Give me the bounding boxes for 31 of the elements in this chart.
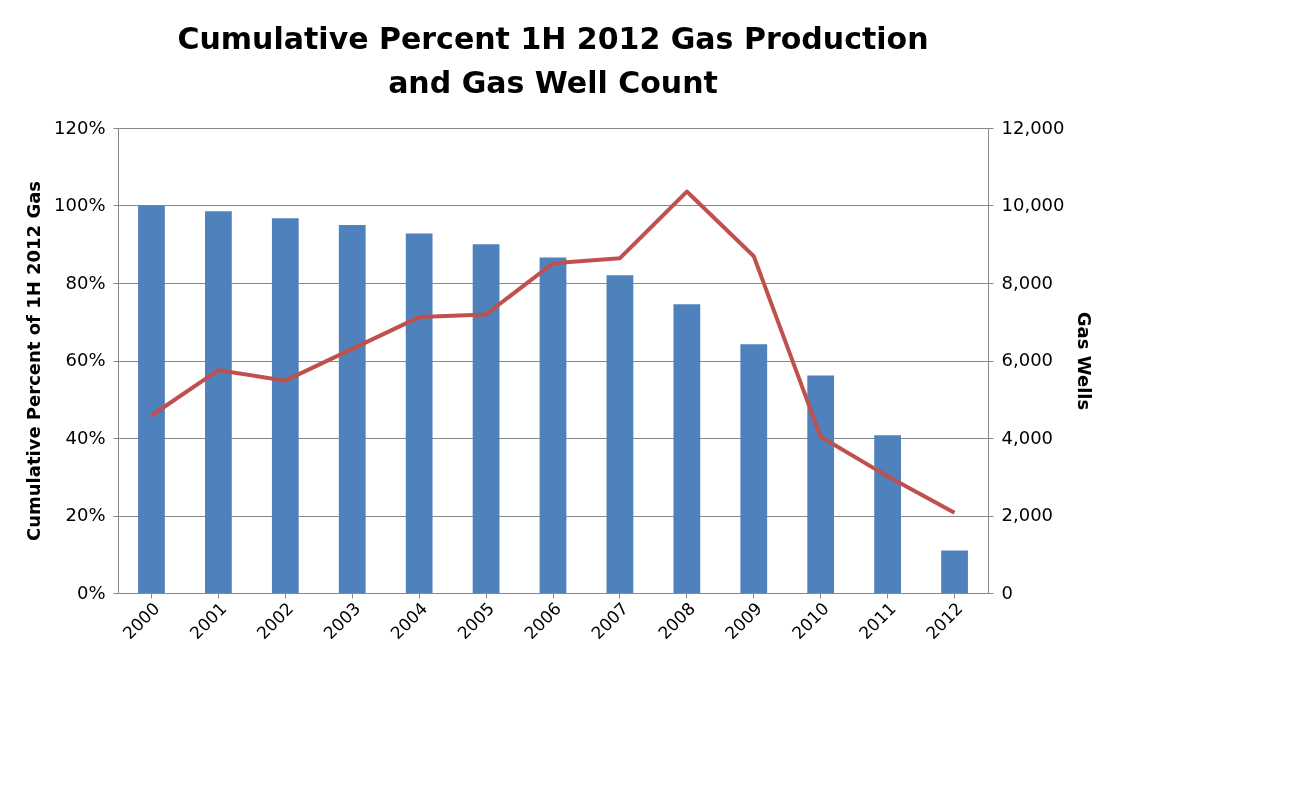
bar [205,211,232,593]
y-tick-label: 60% [65,349,106,370]
bar [405,233,433,593]
bar [673,304,701,593]
y2-tick-label: 4,000 [1001,426,1054,448]
bar [807,375,835,593]
y-axis-title: Cumulative Percent of 1H 2012 Gas [23,180,45,542]
chart-title: Cumulative Percent 1H 2012 Gas Production and Gas Well Count [177,21,929,100]
bar [941,550,968,593]
bar [472,244,500,593]
y-tick-label: 40% [65,426,106,448]
y2-tick-label: 0 [1001,581,1013,603]
bar [338,224,366,593]
line-series [149,189,957,515]
y2-tick-label: 2,000 [1001,504,1054,525]
y-tick-label: 100% [54,194,106,215]
y-tick-label: 120% [54,116,106,138]
y2-axis-title: Gas Wells [1074,311,1096,411]
y-tick-label: 80% [65,271,106,293]
y-tick-label: 0% [76,581,106,603]
y2-tick-label: 12,000 [1001,116,1065,138]
y2-tick-label: 10,000 [1001,194,1065,215]
bar [539,257,567,593]
bar [606,275,634,593]
y2-tick-label: 6,000 [1001,349,1054,370]
y2-tick-label: 8,000 [1001,271,1054,293]
bar [874,435,901,593]
bar [740,344,768,593]
bar [271,218,299,593]
y-tick-label: 20% [65,504,106,525]
bar [138,205,165,593]
